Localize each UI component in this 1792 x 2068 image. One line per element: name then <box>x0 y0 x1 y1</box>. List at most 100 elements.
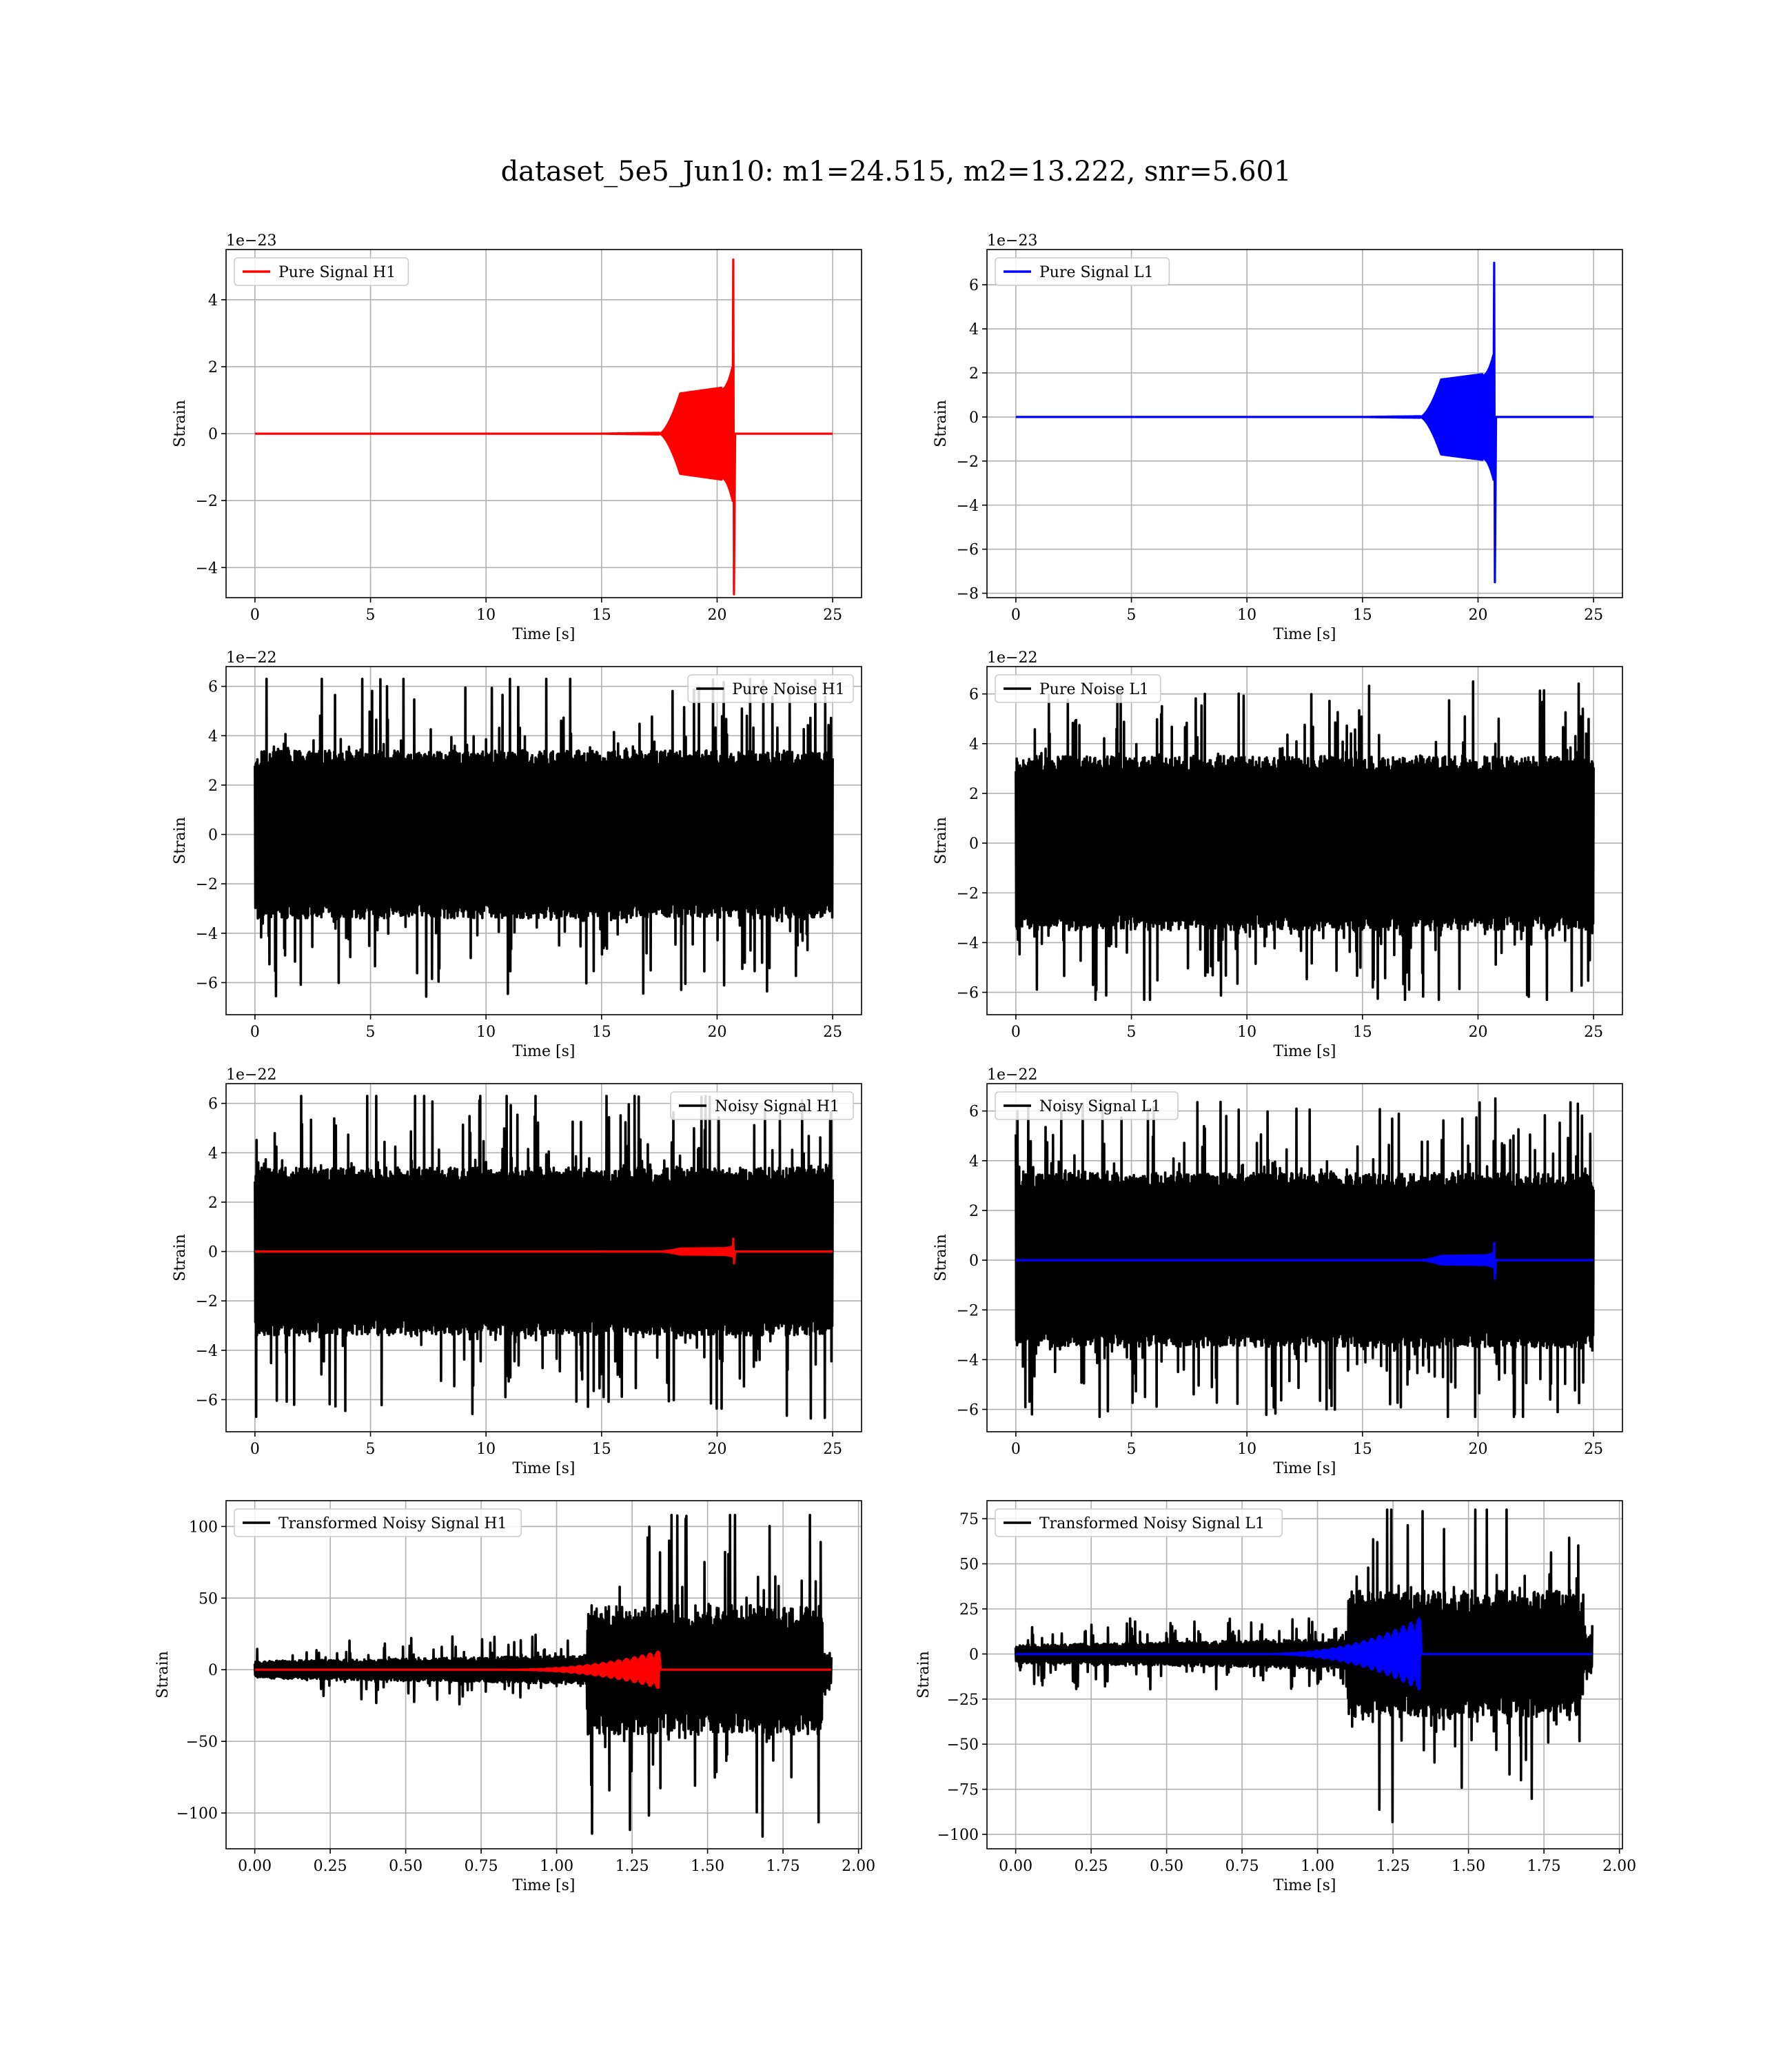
x-tick-label: 20 <box>1468 607 1487 624</box>
x-axis-label: Time [s] <box>1273 1877 1336 1894</box>
y-axis-label: Strain <box>933 817 950 864</box>
subplot-transformed-noisy-signal-h1: 0.00 0.25 0.50 0.75 1.00 1.25 1.50 1.75 2.00 −100… <box>154 1500 875 1894</box>
x-tick-label: 0 <box>250 1441 260 1458</box>
x-tick-label: 5 <box>366 1441 376 1458</box>
y-tick-label: 2 <box>208 359 218 376</box>
y-tick-label: 2 <box>969 1203 979 1220</box>
x-tick-label: 10 <box>1237 607 1256 624</box>
offset-text: 1e−23 <box>226 232 276 250</box>
y-tick-label: −50 <box>947 1736 979 1754</box>
y-axis-label: Strain <box>172 400 189 447</box>
axes-frame <box>225 1083 862 1432</box>
plot-area <box>254 258 833 596</box>
series-line-transformed-noisy-signal-l1 <box>1014 1508 1594 1824</box>
figure-title: dataset_5e5_Jun10: m1=24.515, m2=13.222,… <box>500 156 1292 187</box>
x-axis-label: Time [s] <box>1273 1043 1336 1060</box>
y-tick-label: 6 <box>208 679 218 696</box>
plot-area <box>1015 261 1594 584</box>
x-axis-label: Time [s] <box>1273 1460 1336 1477</box>
x-tick-label: 0.25 <box>314 1858 347 1875</box>
x-tick-label: 1.00 <box>540 1858 573 1875</box>
legend-box <box>687 674 854 703</box>
y-tick-label: −100 <box>176 1805 218 1823</box>
series-line-transformed-noisy-signal-h1 <box>253 1514 833 1838</box>
x-tick-label: 1.50 <box>1452 1858 1485 1875</box>
series-line-pure-noise-l1 <box>1015 680 1595 1002</box>
legend-label: Pure Signal H1 <box>278 264 396 281</box>
x-tick-label: 20 <box>1468 1441 1487 1458</box>
x-tick-label: 10 <box>476 1024 496 1041</box>
x-tick-label: 15 <box>592 607 611 624</box>
y-axis-label: Strain <box>154 1651 172 1699</box>
y-tick-label: 75 <box>959 1511 979 1528</box>
legend: Transformed Noisy Signal L1 <box>995 1508 1283 1537</box>
x-tick-label: 0 <box>1011 1441 1021 1458</box>
y-tick-label: 2 <box>208 1195 218 1212</box>
y-tick-label: 0 <box>969 1646 979 1663</box>
plot-area <box>253 1514 833 1838</box>
x-tick-label: 0.25 <box>1075 1858 1108 1875</box>
x-tick-label: 1.25 <box>1376 1858 1410 1875</box>
y-tick-label: 25 <box>959 1601 979 1619</box>
x-tick-label: 5 <box>1127 1441 1137 1458</box>
x-tick-label: 2.00 <box>842 1858 875 1875</box>
y-axis-label: Strain <box>172 817 189 864</box>
offset-text: 1e−23 <box>987 232 1037 250</box>
x-tick-label: 0 <box>250 607 260 624</box>
legend: Pure Noise H1 <box>687 674 854 703</box>
axes-frame <box>986 666 1623 1015</box>
plot-area <box>254 678 834 998</box>
x-tick-label: 0 <box>250 1024 260 1041</box>
y-tick-label: 50 <box>198 1590 218 1608</box>
y-tick-label: −6 <box>957 985 979 1002</box>
y-tick-label: 4 <box>969 1153 979 1170</box>
y-axis-label: Strain <box>933 400 950 447</box>
legend-box <box>995 1091 1179 1120</box>
y-tick-label: −4 <box>957 1352 979 1369</box>
subplot-pure-signal-l1: 0 5 10 15 20 25 −8 −6 −4 −2 0 2 4 6 Time [s] Strain 1e−2… <box>933 232 1623 643</box>
subplot-noisy-signal-h1: 0 5 10 15 20 25 −6 −4 −2 0 2 4 6 Time [s] Strain 1e−22 N… <box>172 1066 862 1477</box>
series-line-pure-noise-h1 <box>254 678 834 998</box>
axes-frame <box>986 1500 1623 1849</box>
y-tick-label: −6 <box>957 542 979 559</box>
y-tick-label: −2 <box>196 493 218 510</box>
legend-box <box>234 1508 522 1537</box>
y-tick-label: 4 <box>208 1145 218 1162</box>
legend-box <box>234 257 409 286</box>
x-tick-label: 25 <box>1584 607 1603 624</box>
axes-frame <box>986 1083 1623 1432</box>
legend-label: Noisy Signal H1 <box>715 1098 839 1115</box>
offset-text: 1e−22 <box>987 649 1037 667</box>
y-axis-label: Strain <box>915 1651 933 1699</box>
offset-text: 1e−22 <box>987 1066 1037 1084</box>
y-tick-label: −4 <box>196 926 218 943</box>
legend-label: Transformed Noisy Signal H1 <box>278 1515 507 1532</box>
y-tick-label: −6 <box>957 1402 979 1419</box>
y-tick-label: −25 <box>947 1692 979 1709</box>
x-tick-label: 10 <box>1237 1024 1256 1041</box>
subplot-transformed-noisy-signal-l1: 0.00 0.25 0.50 0.75 1.00 1.25 1.50 1.75 2.00 −100… <box>915 1500 1636 1894</box>
legend: Pure Noise L1 <box>995 674 1161 703</box>
x-tick-label: 25 <box>1584 1441 1603 1458</box>
y-tick-label: 4 <box>969 321 979 338</box>
series-line-tchirp-overlay <box>1015 1617 1593 1690</box>
y-axis-label: Strain <box>172 1234 189 1281</box>
subplot-pure-noise-h1: 0 5 10 15 20 25 −6 −4 −2 0 2 4 6 Time [s] Strain 1e−22 P… <box>172 649 862 1060</box>
y-tick-label: −2 <box>196 876 218 893</box>
y-tick-label: 6 <box>969 1104 979 1121</box>
x-tick-label: 10 <box>1237 1441 1256 1458</box>
y-tick-label: −6 <box>196 1392 218 1409</box>
x-tick-label: 5 <box>1127 607 1137 624</box>
legend: Noisy Signal L1 <box>995 1091 1179 1120</box>
x-tick-label: 0.00 <box>238 1858 272 1875</box>
y-tick-label: −2 <box>957 885 979 902</box>
x-tick-label: 15 <box>1353 607 1372 624</box>
y-tick-label: 6 <box>969 277 979 294</box>
x-tick-label: 1.50 <box>691 1858 724 1875</box>
x-axis-label: Time [s] <box>512 626 575 643</box>
y-tick-label: −2 <box>957 1302 979 1319</box>
y-tick-label: −6 <box>196 975 218 992</box>
y-tick-label: 0 <box>969 1253 979 1270</box>
y-tick-label: 2 <box>208 778 218 795</box>
